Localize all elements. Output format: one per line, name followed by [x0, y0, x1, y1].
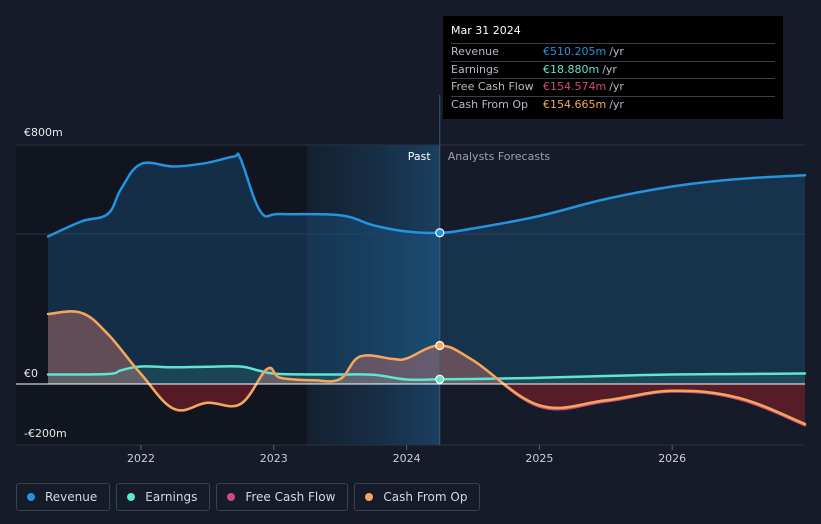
series-line-cash-from-op — [46, 310, 807, 426]
tooltip-unit: /yr — [609, 45, 624, 58]
tooltip-label: Earnings — [451, 62, 499, 76]
x-tick-label: 2023 — [260, 452, 288, 465]
highlight-region — [306, 145, 440, 445]
tooltip-unit: /yr — [602, 62, 617, 76]
legend: Revenue Earnings Free Cash Flow Cash Fro… — [16, 483, 481, 511]
past-label: Past — [407, 150, 431, 163]
series-lines — [46, 152, 807, 427]
legend-item-earnings[interactable]: Earnings — [116, 483, 211, 511]
revenue-area — [48, 153, 805, 384]
legend-label: Cash From Op — [383, 490, 468, 504]
earnings-area — [48, 366, 805, 384]
legend-label: Revenue — [45, 490, 98, 504]
series-line-revenue — [46, 152, 807, 238]
tooltip-label: Revenue — [451, 45, 499, 58]
tooltip-value: €18.880m — [543, 62, 600, 76]
tooltip-unit: /yr — [609, 97, 624, 111]
y-tick-label: €0 — [24, 367, 38, 380]
tooltip-date: Mar 31 2024 — [451, 24, 521, 37]
forecast-label: Analysts Forecasts — [447, 150, 551, 163]
legend-dot-icon — [127, 493, 136, 501]
tooltip-label: Free Cash Flow — [451, 80, 534, 93]
legend-item-cash-from-op[interactable]: Cash From Op — [354, 483, 481, 511]
tooltip-value: €510.205m — [543, 45, 607, 58]
tooltip-row-free-cash-flow: Free Cash Flow €154.574m /yr — [451, 78, 775, 96]
x-tick-label: 2022 — [127, 452, 155, 465]
marker-revenue — [435, 228, 445, 238]
y-tick-label: €800m — [24, 126, 63, 139]
marker-cash-from-op — [435, 340, 445, 351]
tooltip-label: Cash From Op — [451, 97, 529, 111]
x-tick-label: 2024 — [393, 452, 421, 465]
legend-dot-icon — [227, 493, 236, 501]
x-tick-label: 2025 — [525, 452, 553, 465]
marker-earnings — [435, 374, 445, 384]
tooltip-row-cash-from-op: Cash From Op €154.665m /yr — [451, 95, 775, 114]
tooltip-row-revenue: Revenue €510.205m /yr — [451, 43, 775, 61]
series-line-earnings — [46, 364, 807, 382]
legend-dot-icon — [365, 493, 374, 501]
tooltip: Mar 31 2024 Revenue €510.205m /yr Earnin… — [443, 16, 783, 119]
legend-dot-icon — [27, 493, 35, 501]
tooltip-unit: /yr — [609, 80, 624, 93]
y-tick-label: -€200m — [24, 427, 67, 440]
cash-flow-negative-area — [48, 384, 805, 424]
cash-flow-positive-area — [48, 311, 805, 384]
legend-item-free-cash-flow[interactable]: Free Cash Flow — [216, 483, 349, 511]
x-tick-label: 2026 — [658, 452, 686, 465]
legend-label: Earnings — [145, 490, 198, 504]
tooltip-value: €154.574m — [543, 80, 607, 93]
x-axis-ticks: 2022 2023 2024 2025 2026 — [127, 445, 686, 465]
gridlines — [16, 144, 805, 446]
y-axis-ticks: €800m €0 -€200m — [24, 126, 67, 440]
highlight-markers — [435, 228, 445, 384]
legend-item-revenue[interactable]: Revenue — [16, 483, 111, 511]
series-areas — [48, 153, 805, 424]
legend-label: Free Cash Flow — [245, 490, 336, 504]
tooltip-value: €154.665m — [543, 97, 607, 111]
tooltip-row-earnings: Earnings €18.880m /yr — [451, 60, 775, 79]
